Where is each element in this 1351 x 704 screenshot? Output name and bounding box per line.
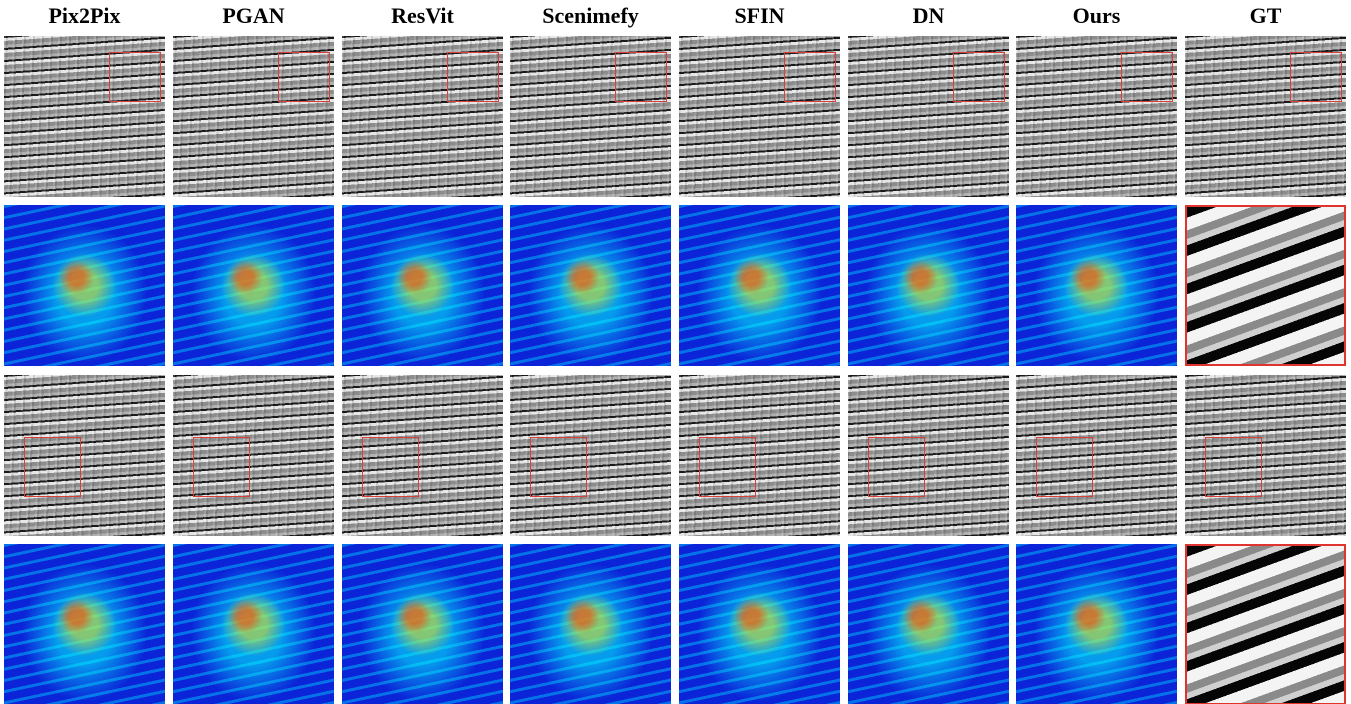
- reconstruction-image: [4, 36, 165, 197]
- highlight-box: [1036, 437, 1093, 497]
- highlight-box: [278, 52, 330, 102]
- column-header: Scenimefy: [542, 3, 639, 28]
- reconstruction-image: [342, 36, 503, 197]
- error-heatmap: [4, 205, 165, 366]
- highlight-box: [362, 437, 419, 497]
- reconstruction-image: [1185, 375, 1346, 536]
- error-heatmap: [1016, 544, 1177, 704]
- highlight-box: [1121, 52, 1173, 102]
- error-heatmap: [679, 544, 840, 704]
- reconstruction-image: [1016, 36, 1177, 197]
- error-heatmap: [510, 544, 671, 704]
- error-heatmap: [1016, 205, 1177, 366]
- highlight-box: [784, 52, 836, 102]
- highlight-box: [1205, 437, 1262, 497]
- reconstruction-image: [679, 36, 840, 197]
- error-heatmap: [173, 205, 334, 366]
- reconstruction-image: [173, 36, 334, 197]
- highlight-box: [868, 437, 925, 497]
- reconstruction-image: [173, 375, 334, 536]
- zoomed-patch: [1185, 544, 1346, 704]
- error-heatmap: [173, 544, 334, 704]
- column-header: PGAN: [222, 3, 285, 28]
- reconstruction-image: [342, 375, 503, 536]
- reconstruction-image: [510, 375, 671, 536]
- highlight-box: [193, 437, 250, 497]
- error-heatmap: [342, 544, 503, 704]
- reconstruction-image: [848, 375, 1009, 536]
- error-heatmap: [4, 544, 165, 704]
- highlight-box: [530, 437, 587, 497]
- column-header: DN: [912, 3, 945, 28]
- reconstruction-image: [510, 36, 671, 197]
- highlight-box: [1290, 52, 1342, 102]
- column-header: GT: [1249, 3, 1282, 28]
- reconstruction-image: [848, 36, 1009, 197]
- column-header: Pix2Pix: [48, 3, 121, 28]
- highlight-box: [109, 52, 161, 102]
- column-header: ResVit: [391, 3, 454, 28]
- error-heatmap: [848, 205, 1009, 366]
- reconstruction-image: [4, 375, 165, 536]
- column-header: Ours: [1072, 3, 1121, 28]
- reconstruction-image: [1185, 36, 1346, 197]
- column-header: SFIN: [734, 3, 785, 28]
- highlight-box: [699, 437, 756, 497]
- highlight-box: [447, 52, 499, 102]
- error-heatmap: [510, 205, 671, 366]
- reconstruction-image: [1016, 375, 1177, 536]
- highlight-box: [953, 52, 1005, 102]
- zoomed-patch: [1185, 205, 1346, 366]
- error-heatmap: [679, 205, 840, 366]
- highlight-box: [24, 437, 81, 497]
- highlight-box: [615, 52, 667, 102]
- reconstruction-image: [679, 375, 840, 536]
- error-heatmap: [342, 205, 503, 366]
- error-heatmap: [848, 544, 1009, 704]
